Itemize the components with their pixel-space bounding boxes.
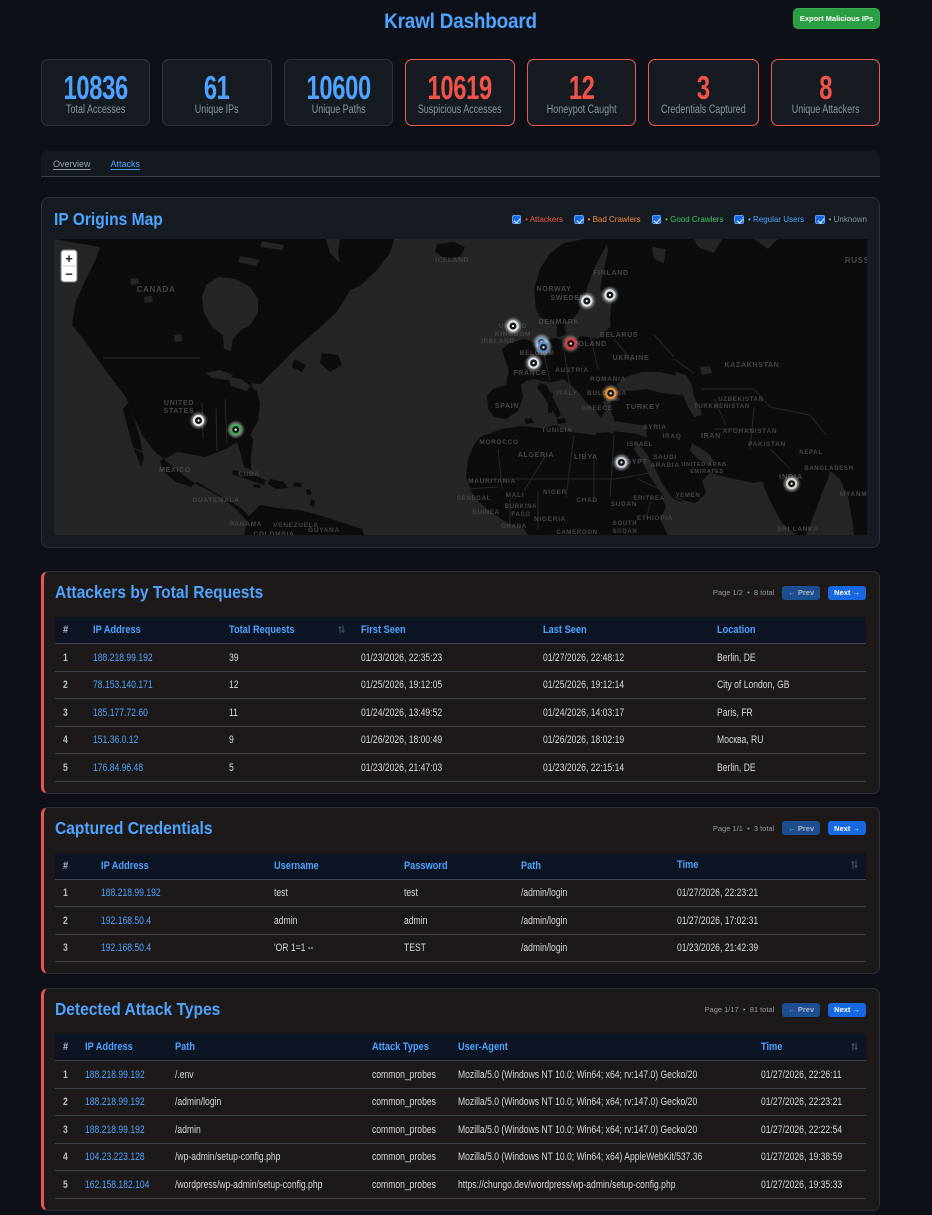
svg-text:SYRIA: SYRIA: [643, 424, 666, 431]
svg-text:BANGLADESH: BANGLADESH: [804, 466, 853, 472]
svg-text:SOUTH: SOUTH: [613, 521, 638, 527]
svg-text:NORWAY: NORWAY: [537, 286, 572, 293]
svg-text:MALI: MALI: [506, 492, 525, 499]
svg-text:FRANCE: FRANCE: [513, 370, 546, 377]
svg-text:POLAND: POLAND: [573, 341, 607, 348]
svg-text:EMIRATES: EMIRATES: [690, 469, 724, 475]
svg-text:MAURITANIA: MAURITANIA: [468, 478, 516, 485]
svg-text:NIGER: NIGER: [543, 489, 567, 496]
svg-text:GREECE: GREECE: [581, 405, 613, 412]
svg-text:NEPAL: NEPAL: [799, 450, 822, 456]
svg-text:GUINEA: GUINEA: [472, 510, 500, 516]
svg-text:CAMEROON: CAMEROON: [556, 530, 597, 535]
svg-text:CANADA: CANADA: [137, 285, 176, 294]
svg-text:BELGIUM: BELGIUM: [520, 350, 555, 357]
svg-text:AUSTRIA: AUSTRIA: [555, 367, 589, 374]
svg-text:ARABIA: ARABIA: [650, 462, 679, 469]
svg-text:GHANA: GHANA: [501, 524, 527, 530]
svg-text:ICELAND: ICELAND: [435, 257, 469, 264]
svg-text:YEMEN: YEMEN: [676, 493, 701, 499]
svg-text:ERITREA: ERITREA: [633, 496, 664, 502]
svg-text:KINGDOM: KINGDOM: [495, 331, 531, 338]
svg-text:TUNISIA: TUNISIA: [542, 427, 573, 434]
svg-text:MOROCCO: MOROCCO: [479, 439, 519, 446]
svg-text:BURKINA: BURKINA: [505, 504, 538, 510]
svg-text:GUYANA: GUYANA: [308, 527, 340, 534]
svg-text:MYANMAR: MYANMAR: [840, 491, 867, 498]
svg-text:TURKMENISTAN: TURKMENISTAN: [694, 404, 750, 410]
svg-text:VENEZUELA: VENEZUELA: [273, 522, 319, 529]
svg-text:−: −: [65, 267, 73, 282]
svg-text:CUBA: CUBA: [238, 471, 260, 478]
svg-text:SWEDEN: SWEDEN: [551, 295, 586, 302]
svg-text:FINLAND: FINLAND: [593, 270, 629, 277]
svg-text:UNITED: UNITED: [164, 400, 194, 407]
svg-text:SUDAN: SUDAN: [611, 501, 638, 508]
svg-text:SAUDI: SAUDI: [653, 454, 677, 461]
svg-text:KAZAKHSTAN: KAZAKHSTAN: [724, 362, 779, 369]
svg-text:STATES: STATES: [164, 408, 195, 415]
svg-text:UNITED ARAB: UNITED ARAB: [681, 462, 726, 468]
svg-text:FASO: FASO: [511, 512, 530, 518]
svg-text:CHAD: CHAD: [576, 497, 598, 504]
svg-text:BELARUS: BELARUS: [600, 332, 639, 339]
svg-text:PANAMA: PANAMA: [230, 521, 262, 528]
svg-text:EGYPT: EGYPT: [620, 459, 647, 466]
svg-text:UKRAINE: UKRAINE: [613, 355, 650, 362]
svg-text:DENMARK: DENMARK: [539, 319, 580, 326]
svg-text:MEXICO: MEXICO: [159, 467, 191, 474]
svg-text:IRELAND: IRELAND: [481, 338, 515, 345]
svg-text:NIGERIA: NIGERIA: [534, 516, 566, 523]
svg-text:COLOMBIA: COLOMBIA: [254, 531, 295, 535]
svg-text:+: +: [65, 251, 73, 266]
svg-text:UZBEKISTAN: UZBEKISTAN: [718, 397, 763, 403]
svg-text:AFGHANISTAN: AFGHANISTAN: [723, 428, 778, 435]
svg-text:SUDAN: SUDAN: [613, 529, 638, 535]
svg-text:ALGERIA: ALGERIA: [518, 452, 554, 459]
svg-text:ISRAEL: ISRAEL: [627, 442, 653, 448]
svg-text:SENEGAL: SENEGAL: [457, 496, 491, 502]
svg-text:SRI LANKA: SRI LANKA: [777, 526, 819, 533]
svg-text:GUATEMALA: GUATEMALA: [192, 497, 239, 504]
svg-text:LIBYA: LIBYA: [574, 454, 598, 461]
svg-text:ROMANIA: ROMANIA: [590, 376, 626, 383]
svg-text:ITALY: ITALY: [556, 390, 577, 397]
svg-text:RUSSIA: RUSSIA: [845, 256, 867, 265]
svg-text:ETHIOPIA: ETHIOPIA: [637, 515, 673, 522]
svg-text:PAKISTAN: PAKISTAN: [748, 441, 786, 448]
svg-text:IRAN: IRAN: [701, 433, 721, 440]
svg-text:IRAQ: IRAQ: [662, 433, 681, 440]
svg-text:TURKEY: TURKEY: [625, 402, 660, 411]
svg-text:SPAIN: SPAIN: [495, 403, 519, 410]
